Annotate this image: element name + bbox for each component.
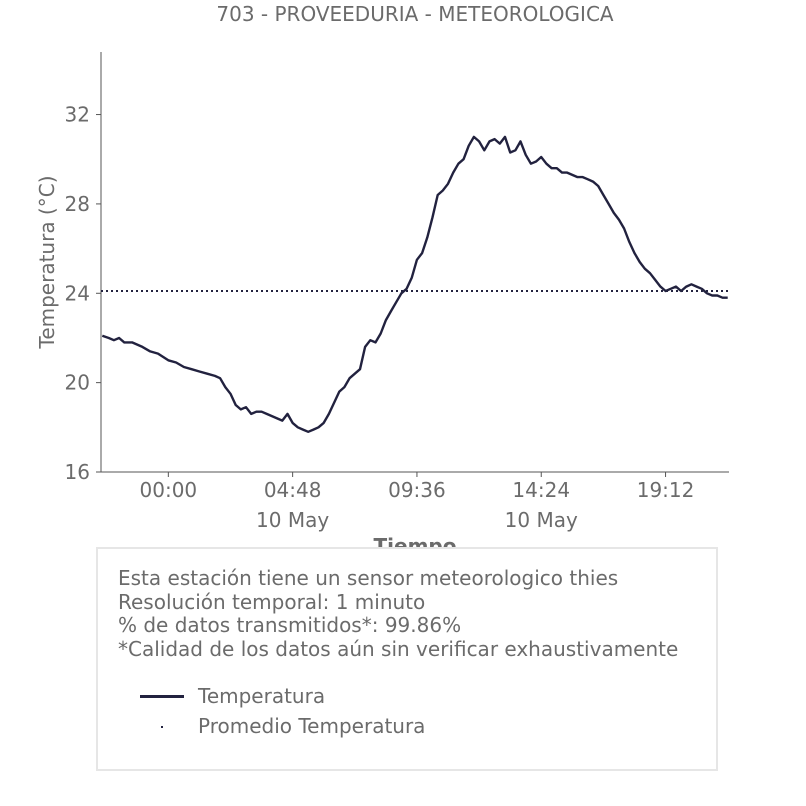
x-tick-label: 09:36	[388, 478, 446, 502]
station-info: Esta estación tiene un sensor meteorolog…	[118, 566, 679, 661]
legend-dot-swatch	[138, 711, 186, 741]
x-tick-sublabel: 10 May	[256, 508, 329, 532]
info-box: Esta estación tiene un sensor meteorolog…	[96, 547, 718, 771]
info-line-quality: *Calidad de los datos aún sin verificar …	[118, 636, 679, 661]
legend-line-swatch	[138, 681, 186, 711]
info-line-transmitted: % de datos transmitidos*: 99.86%	[118, 613, 462, 637]
y-tick-label: 32	[65, 103, 90, 127]
x-tick-label: 00:00	[140, 478, 198, 502]
x-tick-sublabel: 10 May	[505, 508, 578, 532]
legend-item-promedio: Promedio Temperatura	[138, 711, 425, 741]
info-line-sensor: Esta estación tiene un sensor meteorolog…	[118, 566, 619, 590]
info-line-resolution: Resolución temporal: 1 minuto	[118, 589, 426, 614]
chart-title: 703 - PROVEEDURIA - METEOROLOGICA	[216, 2, 614, 26]
legend-item-temperatura: Temperatura	[138, 681, 425, 711]
y-axis-label: Temperatura (°C)	[35, 175, 59, 349]
legend: Temperatura Promedio Temperatura	[138, 681, 425, 741]
x-tick-label: 04:48	[264, 478, 322, 502]
y-tick-label: 24	[65, 281, 90, 305]
legend-label-temperatura: Temperatura	[198, 684, 326, 708]
y-tick-label: 20	[65, 371, 90, 395]
y-tick-label: 28	[65, 192, 90, 216]
legend-label-promedio: Promedio Temperatura	[198, 714, 426, 738]
x-tick-label: 14:24	[512, 478, 570, 502]
series-temperatura	[101, 135, 728, 433]
x-tick-label: 19:12	[637, 478, 695, 502]
y-tick-label: 16	[65, 460, 90, 484]
